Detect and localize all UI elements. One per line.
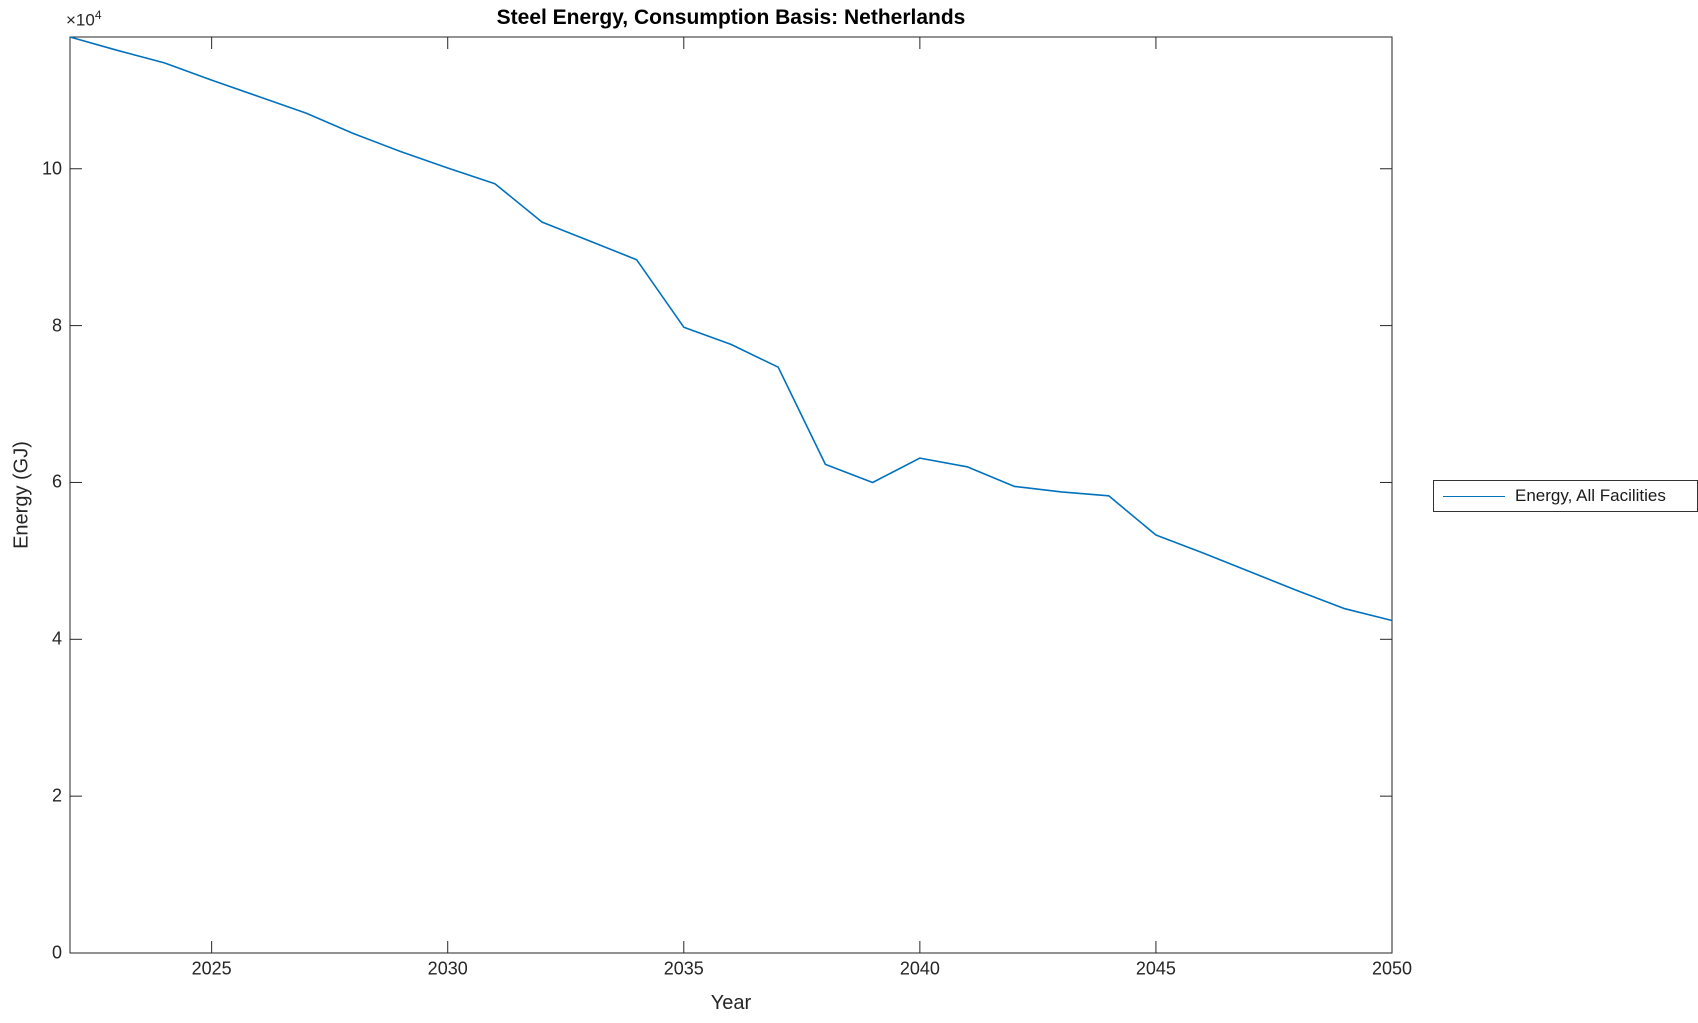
tick-marks [70, 37, 1393, 954]
x-tick-label: 2030 [427, 958, 468, 979]
legend-box: Energy, All Facilities [1433, 480, 1698, 512]
plot-border [69, 36, 1393, 954]
y-tick-label: 4 [51, 628, 62, 649]
y-tick-label: 6 [51, 471, 62, 492]
energy-series-line [69, 36, 1393, 622]
y-tick-label: 10 [41, 158, 62, 179]
x-axis-label: Year [710, 992, 752, 1014]
y-tick-label: 2 [51, 785, 62, 806]
x-tick-label: 2040 [899, 958, 940, 979]
y-tick-label: 8 [51, 315, 62, 336]
legend-line-sample-icon [1443, 495, 1505, 497]
y-tick-label: 0 [51, 942, 62, 963]
x-tick-label: 2045 [1135, 958, 1176, 979]
y-axis-multiplier: ×104 [66, 8, 102, 30]
legend-entry-label: Energy, All Facilities [1515, 486, 1666, 505]
x-tick-label: 2035 [663, 958, 704, 979]
x-tick-label: 2050 [1371, 958, 1413, 979]
chart-title: Steel Energy, Consumption Basis: Netherl… [496, 6, 966, 29]
y-axis-label: Energy (GJ) [10, 441, 33, 549]
x-tick-label: 2025 [191, 958, 232, 979]
